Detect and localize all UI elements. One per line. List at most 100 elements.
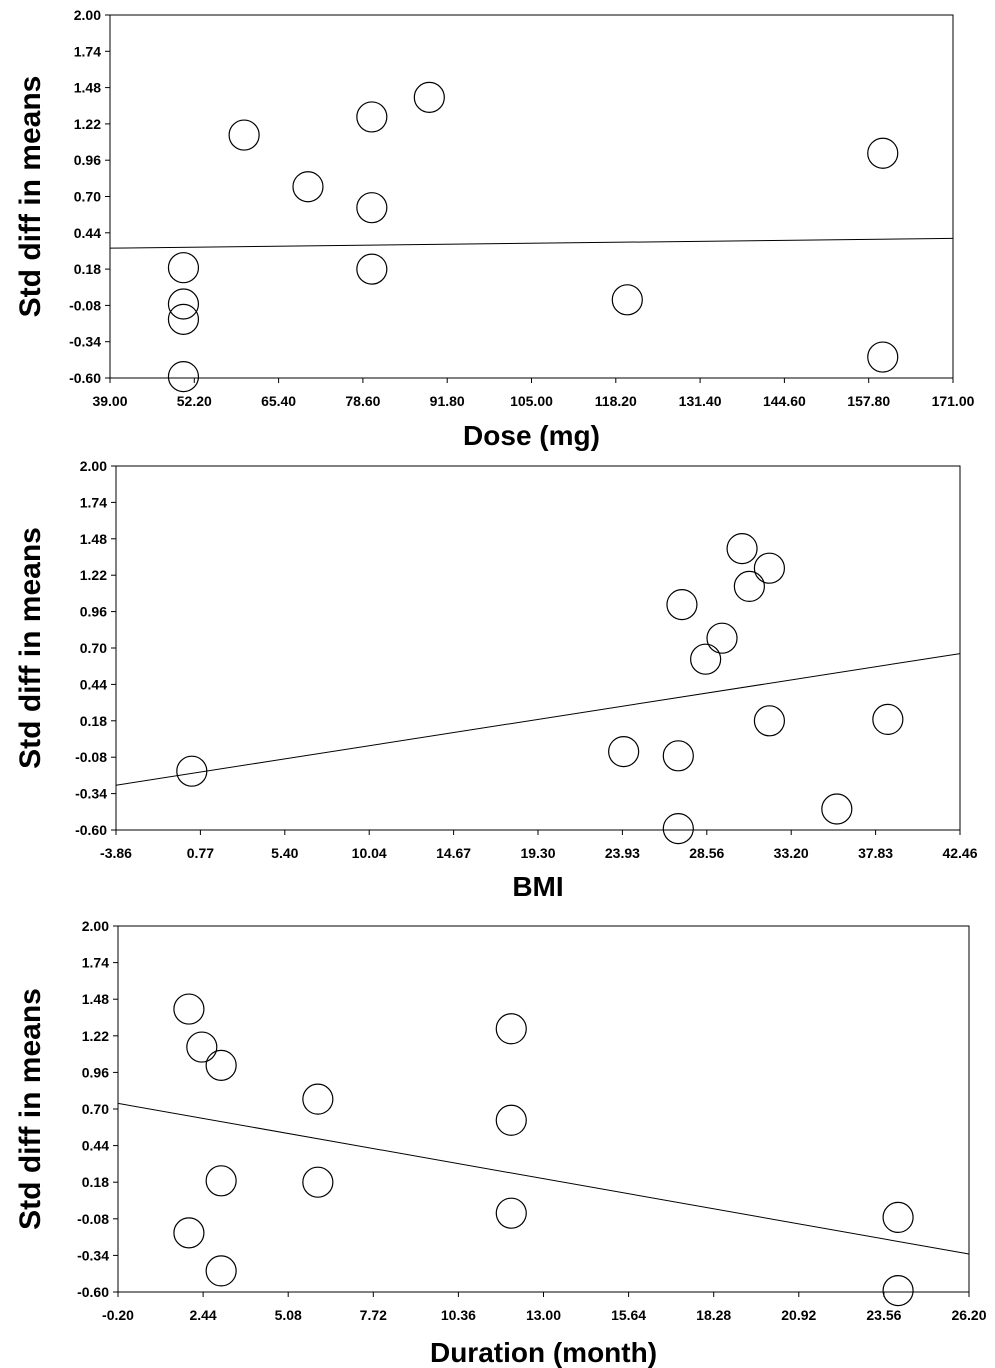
data-point: [356, 192, 388, 224]
x-tick-label: 28.56: [689, 845, 724, 861]
y-tick-label: 1.22: [80, 567, 107, 583]
y-axis-title: Std diff in means: [14, 76, 47, 318]
x-tick-label: 5.08: [275, 1307, 302, 1323]
data-point: [753, 705, 786, 737]
y-tick-label: 0.44: [82, 1138, 109, 1154]
data-point: [356, 253, 388, 285]
plot-frame: [117, 925, 970, 1293]
data-point: [173, 993, 205, 1025]
data-point: [662, 812, 694, 845]
duration-panel: 2.00 1.74 1.48 1.22 0.96 0.70 0.44 0.18 -0.08 -0.…: [14, 918, 987, 1368]
x-tick-label: 23.56: [866, 1307, 901, 1323]
x-tick-label: 10.04: [352, 845, 387, 861]
data-point: [872, 703, 904, 736]
x-tick-label: 131.40: [679, 393, 722, 409]
data-point: [495, 1197, 527, 1229]
y-axis-title: Std diff in means: [14, 988, 47, 1230]
y-tick-label: 1.74: [80, 494, 107, 510]
x-tick-label: 19.30: [520, 845, 555, 861]
x-tick-label: 39.00: [92, 393, 127, 409]
y-tick-label: 0.18: [80, 713, 107, 729]
x-tick-label: 52.20: [177, 393, 212, 409]
x-tick-label: 157.80: [847, 393, 890, 409]
y-tick-label: 0.96: [74, 152, 101, 168]
x-tick-label: 26.20: [951, 1307, 986, 1323]
data-point: [167, 288, 200, 320]
x-tick-label: 18.28: [696, 1307, 731, 1323]
x-axis-title: Duration (month): [430, 1337, 657, 1368]
data-point: [662, 740, 694, 772]
y-tick-label: -0.60: [77, 1284, 109, 1300]
y-tick-label: -0.08: [69, 297, 101, 313]
x-tick-label: 5.40: [271, 845, 298, 861]
data-point: [186, 1031, 218, 1063]
x-axis-title: Dose (mg): [463, 420, 600, 451]
y-tick-label: 1.74: [74, 43, 101, 59]
x-tick-label: 42.46: [942, 845, 977, 861]
y-tick-label: 0.96: [80, 604, 107, 620]
y-tick-label: 1.48: [80, 531, 107, 547]
data-point: [228, 119, 260, 151]
y-tick-label: 1.74: [82, 955, 109, 971]
regression-line: [115, 653, 961, 786]
data-point: [882, 1201, 914, 1233]
x-tick-label: 78.60: [345, 393, 380, 409]
x-tick-label: 65.40: [261, 393, 296, 409]
y-tick-label: -0.60: [69, 370, 101, 386]
plot-frame: [115, 465, 961, 831]
y-tick-label: -0.08: [77, 1211, 109, 1227]
bmi-panel: 2.00 1.74 1.48 1.22 0.96 0.70 0.44 0.18 -0.08 -0.…: [14, 458, 978, 902]
data-point: [666, 588, 698, 621]
x-tick-label: 10.36: [441, 1307, 476, 1323]
x-tick-label: 144.60: [763, 393, 806, 409]
x-tick-label: 14.67: [436, 845, 471, 861]
y-tick-label: -0.60: [75, 822, 107, 838]
data-point: [608, 735, 640, 768]
data-point: [495, 1013, 527, 1045]
y-tick-label: 1.48: [74, 80, 101, 96]
y-tick-label: 0.44: [74, 225, 101, 241]
y-tick-label: 0.70: [80, 640, 107, 656]
regression-line: [109, 237, 954, 249]
dose-panel: 2.00 1.74 1.48 1.22 0.96 0.70 0.44 0.18 -0.08 -0.…: [14, 7, 975, 451]
data-point: [302, 1083, 334, 1115]
data-point: [205, 1049, 237, 1081]
y-tick-label: 0.44: [80, 676, 107, 692]
data-point: [167, 303, 200, 335]
data-point: [690, 643, 722, 675]
x-tick-label: -3.86: [100, 845, 132, 861]
x-tick-label: 105.00: [510, 393, 553, 409]
x-tick-label: 37.83: [858, 845, 893, 861]
data-point: [706, 622, 738, 654]
data-point: [205, 1255, 237, 1287]
y-tick-label: 1.22: [74, 116, 101, 132]
x-axis-title: BMI: [512, 871, 563, 902]
y-tick-label: 0.18: [74, 261, 101, 277]
data-point: [867, 137, 899, 169]
data-point: [167, 252, 200, 284]
x-tick-label: -0.20: [102, 1307, 134, 1323]
x-tick-label: 20.92: [781, 1307, 816, 1323]
x-tick-label: 91.80: [430, 393, 465, 409]
x-tick-label: 0.77: [187, 845, 214, 861]
y-tick-label: 0.96: [82, 1064, 109, 1080]
y-tick-label: 2.00: [80, 458, 107, 474]
regression-line: [117, 1102, 970, 1255]
x-tick-label: 7.72: [360, 1307, 387, 1323]
data-point: [495, 1104, 527, 1136]
x-tick-label: 2.44: [189, 1307, 216, 1323]
data-point: [867, 341, 899, 373]
data-point: [167, 361, 200, 393]
y-tick-label: -0.34: [69, 334, 101, 350]
data-point: [753, 552, 786, 584]
y-tick-label: -0.34: [77, 1247, 109, 1263]
data-point: [205, 1165, 237, 1197]
x-tick-label: 23.93: [605, 845, 640, 861]
x-tick-label: 33.20: [774, 845, 809, 861]
data-point: [726, 532, 758, 565]
x-tick-label: 13.00: [526, 1307, 561, 1323]
data-point: [302, 1166, 334, 1198]
y-tick-label: 0.70: [74, 189, 101, 205]
data-point: [173, 1217, 205, 1249]
